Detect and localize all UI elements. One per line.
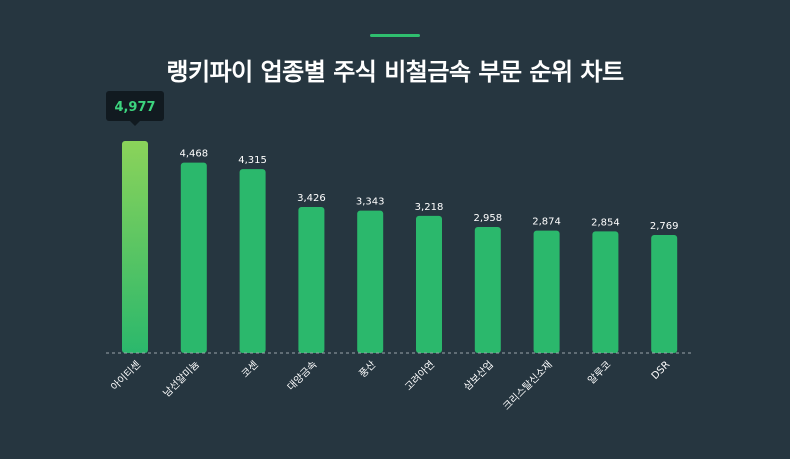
bar-고려아연[interactable] (416, 215, 442, 353)
tooltip-arrow (130, 120, 140, 126)
title-accent-line (370, 34, 420, 37)
bar-남선알미늄[interactable] (180, 162, 207, 353)
category-label: 크리스탈신소재 (500, 358, 555, 413)
value-label: 2,958 (473, 213, 502, 224)
category-label: DSR (650, 359, 673, 382)
value-label: 3,218 (415, 202, 444, 213)
value-label: 3,426 (297, 193, 326, 204)
category-label: 남선알미늄 (161, 359, 202, 400)
page-title: 랭키파이 업종별 주식 비철금속 부문 순위 차트 (166, 58, 624, 86)
category-label: 알루코 (586, 359, 614, 387)
category-label: 고려아연 (403, 359, 438, 394)
bar-DSR[interactable] (651, 235, 678, 353)
category-label: 코센 (239, 359, 261, 381)
bar-크리스탈신소재[interactable] (533, 230, 560, 353)
value-label: 4,315 (238, 155, 267, 166)
bar-코센[interactable] (239, 169, 266, 353)
tooltip-box (106, 90, 164, 121)
bar-삼보산업[interactable] (474, 226, 501, 353)
category-label: 아이티센 (109, 359, 144, 394)
value-label: 3,343 (356, 197, 385, 208)
value-label: 2,769 (650, 221, 679, 232)
category-label: 삼보산업 (461, 358, 496, 393)
value-label: 2,854 (591, 217, 620, 228)
bar-아이티센[interactable] (122, 140, 148, 353)
category-label: 대양금속 (285, 359, 320, 394)
category-label: 풍산 (357, 359, 379, 381)
value-label: 2,874 (532, 217, 561, 228)
bar-대양금속[interactable] (298, 207, 325, 353)
bar-알루코[interactable] (592, 231, 619, 353)
bar-풍산[interactable] (357, 210, 384, 353)
value-label: 4,468 (179, 149, 208, 160)
tooltip-value: 4,977 (114, 100, 155, 115)
